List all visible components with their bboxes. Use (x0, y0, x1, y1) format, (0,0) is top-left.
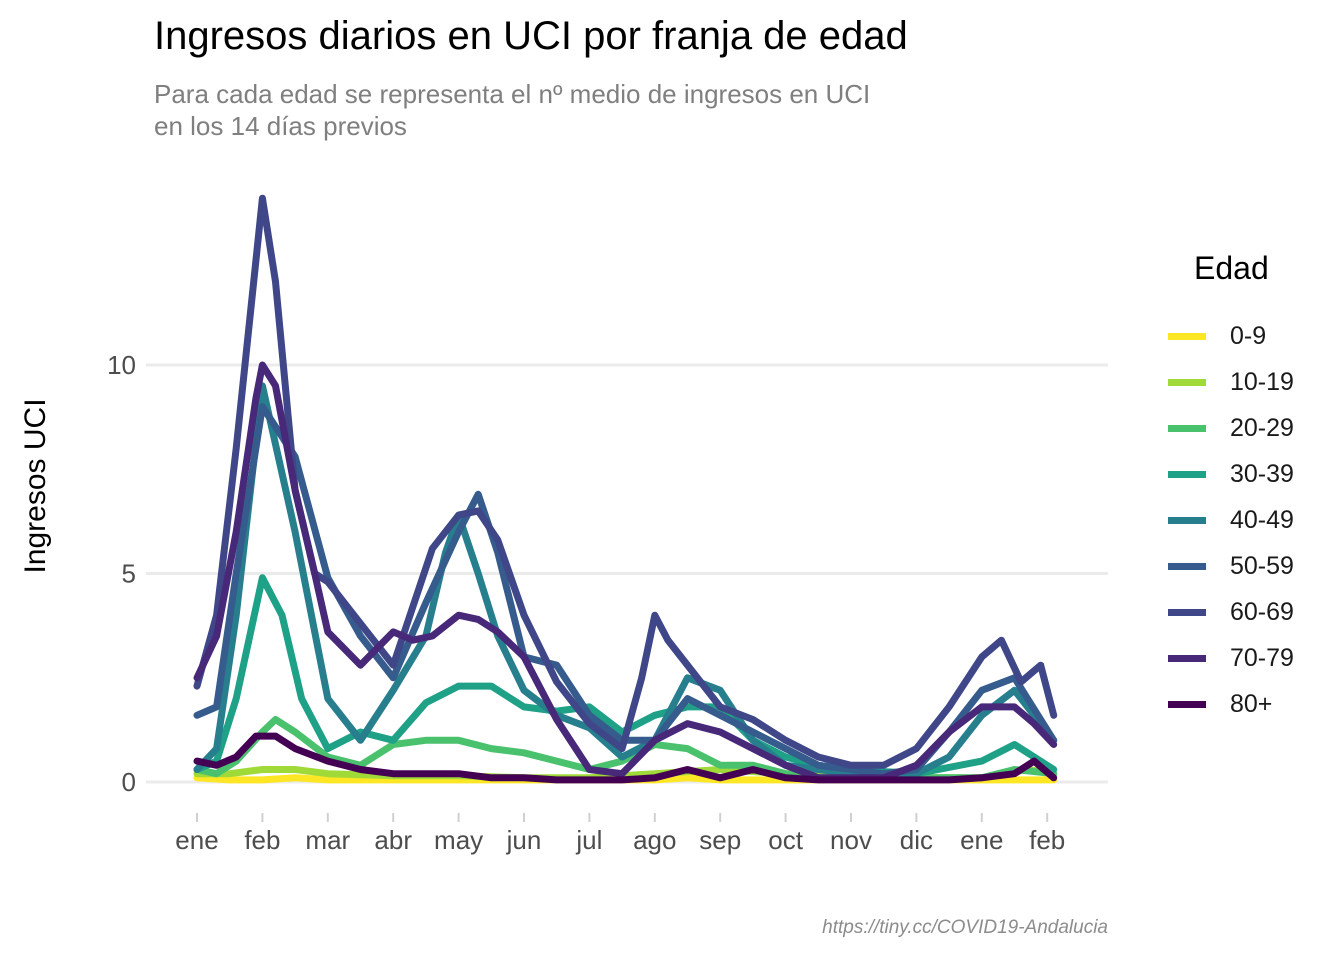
legend: Edad 0-9 10-19 20-29 30-39 40-49 50-59 60-69 70… (1168, 250, 1294, 727)
series-line-70-79 (193, 361, 1058, 782)
source-caption: https://tiny.cc/COVID19-Andalucia (822, 917, 1108, 938)
x-tick-label: mar (305, 825, 350, 855)
legend-label: 30-39 (1230, 459, 1294, 488)
legend-swatch (1168, 700, 1206, 708)
x-tick-label: ene (175, 825, 218, 855)
legend-swatch (1168, 654, 1206, 662)
x-axis-ticks: ene feb mar abr may jun jul ago sep oct nov dic ene f… (175, 813, 1065, 855)
legend-label: 50-59 (1230, 551, 1294, 580)
y-tick-label: 0 (122, 767, 136, 797)
legend-swatch (1168, 332, 1206, 340)
legend-item: 40-49 (1168, 497, 1294, 543)
x-tick-label: dic (900, 825, 933, 855)
legend-swatch (1168, 378, 1206, 386)
legend-item: 60-69 (1168, 589, 1294, 635)
legend-item: 80+ (1168, 681, 1294, 727)
x-tick-label: jun (506, 825, 542, 855)
series-lines (193, 194, 1058, 784)
legend-title: Edad (1194, 250, 1269, 286)
legend-label: 0-9 (1230, 321, 1267, 350)
chart-subtitle-line-1: Para cada edad se representa el nº medio… (154, 79, 871, 109)
legend-label: 10-19 (1230, 367, 1294, 396)
legend-swatch (1168, 516, 1206, 524)
legend-label: 80+ (1230, 689, 1273, 718)
series-line-50-59 (193, 403, 1058, 778)
chart-subtitle-line-2: en los 14 días previos (154, 111, 407, 141)
x-tick-label: nov (830, 825, 872, 855)
x-tick-label: may (434, 825, 483, 855)
x-tick-label: feb (1029, 825, 1065, 855)
legend-item: 50-59 (1168, 543, 1294, 589)
x-tick-label: abr (374, 825, 412, 855)
legend-swatch (1168, 608, 1206, 616)
legend-item: 10-19 (1168, 359, 1294, 405)
legend-swatch (1168, 470, 1206, 478)
x-tick-label: feb (244, 825, 280, 855)
x-tick-label: sep (699, 825, 741, 855)
legend-swatch (1168, 424, 1206, 432)
chart-title: Ingresos diarios en UCI por franja de ed… (154, 14, 908, 58)
y-tick-label: 10 (107, 350, 136, 380)
series-line-80+ (193, 732, 1058, 784)
legend-label: 40-49 (1230, 505, 1294, 534)
x-tick-label: jul (575, 825, 602, 855)
chart-subtitle: Para cada edad se representa el nº medio… (154, 78, 870, 142)
legend-swatch (1168, 562, 1206, 570)
x-tick-label: ene (960, 825, 1003, 855)
legend-item: 0-9 (1168, 313, 1294, 359)
legend-item: 70-79 (1168, 635, 1294, 681)
legend-label: 20-29 (1230, 413, 1294, 442)
legend-item: 30-39 (1168, 451, 1294, 497)
legend-item: 20-29 (1168, 405, 1294, 451)
x-tick-label: oct (768, 825, 803, 855)
y-axis-ticks: 0 5 10 (107, 350, 136, 797)
legend-label: 70-79 (1230, 643, 1294, 672)
x-tick-label: ago (633, 825, 676, 855)
legend-label: 60-69 (1230, 597, 1294, 626)
y-tick-label: 5 (122, 559, 136, 589)
legend-items: 0-9 10-19 20-29 30-39 40-49 50-59 60-69 70-79 80… (1168, 313, 1294, 727)
